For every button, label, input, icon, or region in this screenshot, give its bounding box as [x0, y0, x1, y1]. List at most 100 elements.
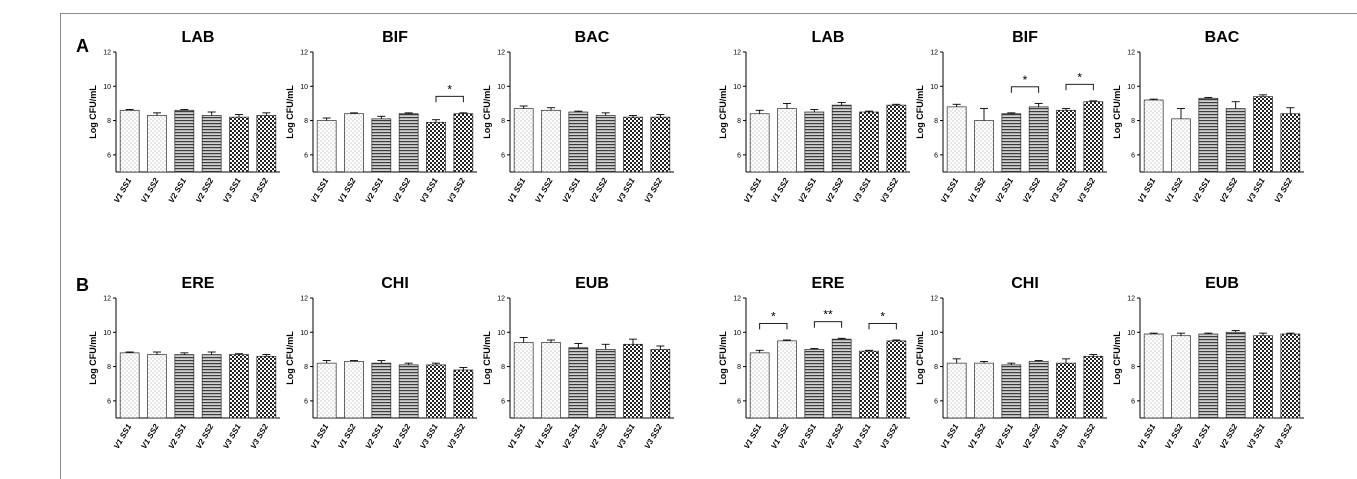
chart-title: CHI — [381, 275, 409, 292]
x-tick-label: V2 SS2 — [391, 422, 413, 450]
y-tick-label: 8 — [1131, 364, 1135, 371]
x-tick-label: V3 SS2 — [446, 176, 468, 204]
x-tick-label: V2 SS2 — [1218, 176, 1240, 204]
x-tick-label: V3 SS2 — [643, 176, 665, 204]
chart-title: ERE — [812, 275, 845, 292]
bar — [974, 120, 994, 173]
bar — [541, 109, 561, 173]
y-tick-label: 10 — [930, 84, 938, 91]
bar — [1056, 109, 1076, 173]
x-tick-label: V1 SS1 — [742, 422, 764, 450]
x-tick-label: V2 SS1 — [994, 176, 1016, 204]
bar — [595, 115, 616, 173]
y-axis-label: Log CFU/mL — [915, 331, 925, 385]
bar — [859, 111, 879, 173]
y-tick-label: 8 — [107, 118, 111, 125]
bar — [371, 362, 392, 419]
chart-panel-2: BIF Log CFU/mL 6 8 10 12 V1 SS1 V1 SS2 V2 SS1 V2 … — [285, 29, 477, 205]
y-tick-label: 10 — [103, 84, 111, 91]
x-tick-label: V2 SS1 — [364, 422, 386, 450]
x-tick-label: V2 SS1 — [364, 176, 386, 204]
chart-title: LAB — [182, 29, 215, 46]
x-tick-label: V2 SS2 — [194, 422, 216, 450]
significance-bracket — [759, 322, 788, 330]
bar — [1280, 333, 1301, 419]
y-tick-label: 12 — [300, 50, 308, 57]
x-tick-label: V2 SS1 — [1191, 422, 1213, 450]
x-tick-label: V3 SS2 — [446, 422, 468, 450]
chart-panel-1: LAB Log CFU/mL 6 8 10 12 V1 SS1 V1 SS2 V2 SS1 V2 … — [88, 29, 280, 205]
y-tick-label: 12 — [103, 296, 111, 303]
y-tick-label: 10 — [300, 84, 308, 91]
bar — [119, 109, 140, 173]
x-tick-label: V1 SS1 — [939, 176, 961, 204]
significance-label: * — [771, 309, 776, 323]
bar — [119, 352, 140, 419]
bar — [1253, 96, 1273, 173]
significance-label: * — [447, 82, 452, 96]
x-tick-label: V2 SS1 — [797, 422, 819, 450]
x-tick-label: V1 SS2 — [336, 176, 358, 204]
chart-title: CHI — [1011, 275, 1039, 292]
chart-panel-8: CHI Log CFU/mL 6 8 10 12 V1 SS1 V1 SS2 V2 SS1 V2 … — [285, 275, 477, 451]
bar — [174, 354, 195, 419]
y-tick-label: 8 — [501, 118, 505, 125]
bar — [749, 113, 770, 173]
chart-panel-7: ERE Log CFU/mL 6 8 10 12 V1 SS1 V1 SS2 V2 SS1 V2 … — [88, 275, 280, 451]
y-tick-label: 6 — [107, 398, 111, 405]
y-axis-label: Log CFU/mL — [718, 85, 728, 139]
x-tick-label: V1 SS1 — [939, 422, 961, 450]
bar — [1280, 113, 1301, 173]
x-tick-label: V1 SS2 — [966, 176, 988, 204]
bar — [1198, 333, 1219, 419]
x-tick-label: V1 SS1 — [1136, 176, 1158, 204]
x-tick-label: V1 SS2 — [1163, 422, 1185, 450]
y-tick-label: 8 — [107, 364, 111, 371]
x-tick-label: V2 SS2 — [391, 176, 413, 204]
y-axis-label: Log CFU/mL — [718, 331, 728, 385]
x-tick-label: V3 SS1 — [418, 422, 440, 450]
significance-bracket — [435, 95, 464, 103]
y-tick-label: 10 — [497, 330, 505, 337]
x-tick-label: V1 SS2 — [1163, 176, 1185, 204]
y-tick-label: 8 — [304, 364, 308, 371]
x-tick-label: V1 SS2 — [139, 176, 161, 204]
bar — [513, 342, 534, 419]
x-tick-label: V1 SS2 — [139, 422, 161, 450]
bar — [229, 116, 249, 173]
x-tick-label: V3 SS1 — [1245, 422, 1267, 450]
x-tick-label: V1 SS2 — [336, 422, 358, 450]
x-tick-label: V3 SS1 — [851, 422, 873, 450]
bar — [1225, 108, 1246, 173]
x-tick-label: V3 SS1 — [1245, 176, 1267, 204]
y-tick-label: 6 — [737, 152, 741, 159]
y-tick-label: 6 — [501, 398, 505, 405]
x-tick-label: V2 SS1 — [1191, 176, 1213, 204]
bar — [344, 361, 364, 419]
y-tick-label: 8 — [934, 364, 938, 371]
x-tick-label: V1 SS1 — [506, 176, 528, 204]
x-tick-label: V2 SS1 — [561, 422, 583, 450]
bar — [886, 104, 907, 173]
x-tick-label: V3 SS1 — [418, 176, 440, 204]
significance-label: * — [880, 309, 885, 323]
bar — [371, 118, 392, 173]
x-tick-label: V3 SS2 — [249, 176, 271, 204]
chart-title: EUB — [575, 275, 609, 292]
bar — [650, 349, 671, 419]
y-tick-label: 8 — [304, 118, 308, 125]
bar — [623, 343, 643, 419]
bar — [749, 352, 770, 419]
bar — [316, 362, 337, 419]
x-tick-label: V2 SS2 — [824, 176, 846, 204]
x-tick-label: V2 SS2 — [588, 176, 610, 204]
x-tick-label: V3 SS1 — [221, 422, 243, 450]
bar — [1056, 362, 1076, 419]
panel-label-b: B — [76, 275, 89, 295]
y-tick-label: 6 — [1131, 152, 1135, 159]
bar — [174, 109, 195, 173]
x-tick-label: V1 SS1 — [742, 176, 764, 204]
bar — [650, 116, 671, 173]
panel-label-a: A — [76, 36, 89, 56]
